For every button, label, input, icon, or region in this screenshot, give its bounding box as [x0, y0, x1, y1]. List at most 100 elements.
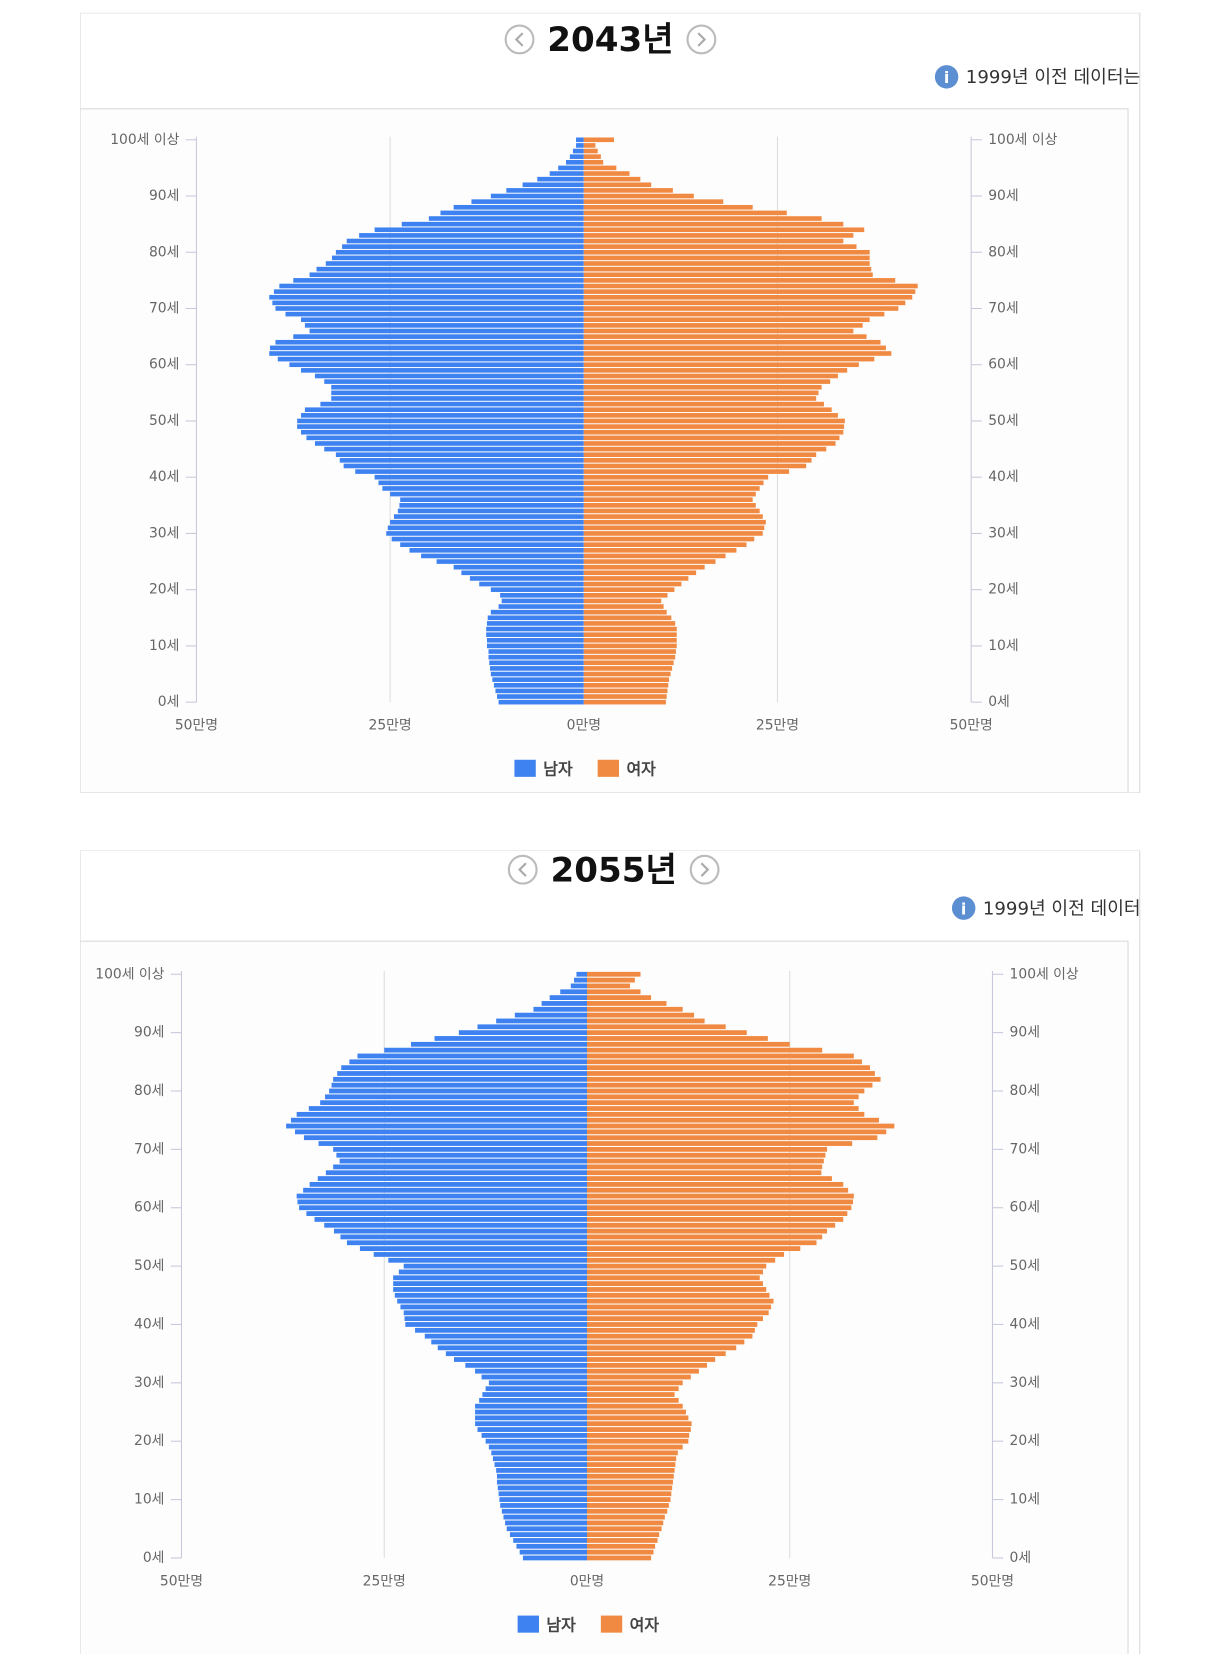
chevron	[700, 862, 710, 877]
y-tick-label-left: 60세	[149, 357, 179, 373]
male-bar	[421, 553, 584, 559]
male-bar	[479, 1397, 587, 1403]
female-bar	[586, 995, 652, 1001]
male-bar	[304, 323, 584, 328]
male-bar	[401, 221, 584, 227]
next-year-button[interactable]	[689, 854, 720, 885]
next-year-button[interactable]	[686, 24, 717, 55]
female-bar	[583, 244, 857, 249]
female-bar	[586, 971, 641, 977]
male-bar	[295, 1129, 587, 1135]
y-tick-label-right: 40세	[988, 469, 1018, 485]
male-bar	[475, 1403, 587, 1409]
y-tick-label-right: 70세	[988, 300, 1018, 316]
male-bar	[490, 666, 584, 671]
female-bar	[586, 1036, 768, 1041]
prev-year-button[interactable]	[504, 24, 535, 55]
y-tick-label-left: 40세	[134, 1316, 164, 1332]
male-bar	[565, 159, 584, 165]
male-bar	[342, 244, 584, 249]
female-bar	[586, 1047, 823, 1053]
male-bar	[393, 1275, 587, 1281]
chart-panel: 2043년 i 1999년 이전 데이터는 8 50만명 25만명 0만명 25만명 50만명 0…	[80, 12, 1141, 793]
legend-label: 여자	[626, 760, 656, 779]
male-bar	[477, 1024, 587, 1030]
male-bar	[359, 233, 584, 238]
female-bar	[583, 137, 615, 143]
female-bar	[586, 989, 641, 995]
female-bar	[586, 1555, 652, 1561]
male-bar	[275, 306, 584, 311]
male-bar	[453, 564, 584, 570]
female-bar	[583, 441, 836, 446]
female-bar	[583, 677, 670, 682]
female-bar	[586, 1065, 871, 1071]
male-bar	[333, 1164, 587, 1170]
male-bar	[501, 1508, 587, 1514]
y-tick-label-right: 90세	[988, 188, 1018, 204]
female-bar	[583, 390, 819, 396]
male-bar	[409, 548, 584, 553]
prev-year-button[interactable]	[507, 854, 538, 885]
male-bar	[341, 1065, 587, 1071]
male-bar	[297, 424, 584, 429]
x-tick-label: 25만명	[768, 1573, 811, 1589]
male-bar	[336, 1152, 587, 1158]
y-tick-label-left: 50세	[149, 413, 179, 429]
female-bar	[583, 188, 673, 193]
female-bar	[586, 1310, 769, 1316]
male-bar	[357, 1053, 587, 1059]
male-bar	[314, 1217, 587, 1222]
male-bar	[428, 216, 584, 221]
female-bar	[586, 1316, 763, 1322]
male-bar	[475, 1409, 587, 1415]
female-bar	[586, 1228, 828, 1234]
male-bar	[495, 688, 584, 694]
female-bar	[583, 323, 863, 328]
male-bar	[493, 682, 584, 688]
male-bar	[373, 1252, 587, 1257]
female-bar	[583, 503, 756, 508]
female-bar	[583, 491, 756, 497]
male-bar	[297, 418, 584, 424]
male-bar	[440, 210, 584, 216]
male-bar	[405, 1322, 587, 1327]
female-bar	[583, 637, 677, 643]
female-bar	[583, 458, 812, 463]
female-bar	[583, 463, 807, 469]
male-bar	[453, 1357, 587, 1362]
female-bar	[586, 1339, 745, 1345]
female-bar	[583, 368, 848, 373]
male-bar	[569, 154, 584, 159]
female-bar	[586, 1497, 671, 1502]
male-bar	[541, 1001, 587, 1006]
female-bar	[586, 1187, 849, 1193]
legend-label: 남자	[543, 760, 573, 779]
male-bar	[277, 356, 584, 362]
female-bar	[583, 159, 604, 165]
female-bar	[583, 210, 787, 216]
female-bar	[583, 193, 694, 199]
female-bar	[583, 300, 906, 306]
female-bar	[586, 1024, 726, 1030]
female-bar	[583, 621, 676, 626]
male-bar	[378, 480, 584, 486]
male-bar	[290, 1117, 587, 1123]
female-bar	[583, 396, 817, 401]
y-tick-label-left: 20세	[149, 582, 179, 598]
info-note: 1999년 이전 데이터는	[983, 899, 1157, 920]
female-bar	[586, 1252, 785, 1257]
female-bar	[583, 435, 840, 441]
female-bar	[583, 581, 682, 587]
y-tick-label-left: 100세 이상	[95, 966, 164, 982]
x-tick-label: 50만명	[175, 718, 218, 734]
male-bar	[335, 249, 584, 255]
female-bar	[583, 294, 913, 300]
y-tick-label-right: 80세	[1010, 1083, 1040, 1099]
male-bar	[497, 1485, 587, 1491]
male-bar	[469, 576, 584, 581]
female-bar	[583, 564, 705, 570]
y-tick-label-right: 100세 이상	[988, 132, 1057, 148]
x-tick-label: 25만명	[369, 718, 412, 734]
y-tick-label-right: 20세	[1010, 1433, 1040, 1449]
